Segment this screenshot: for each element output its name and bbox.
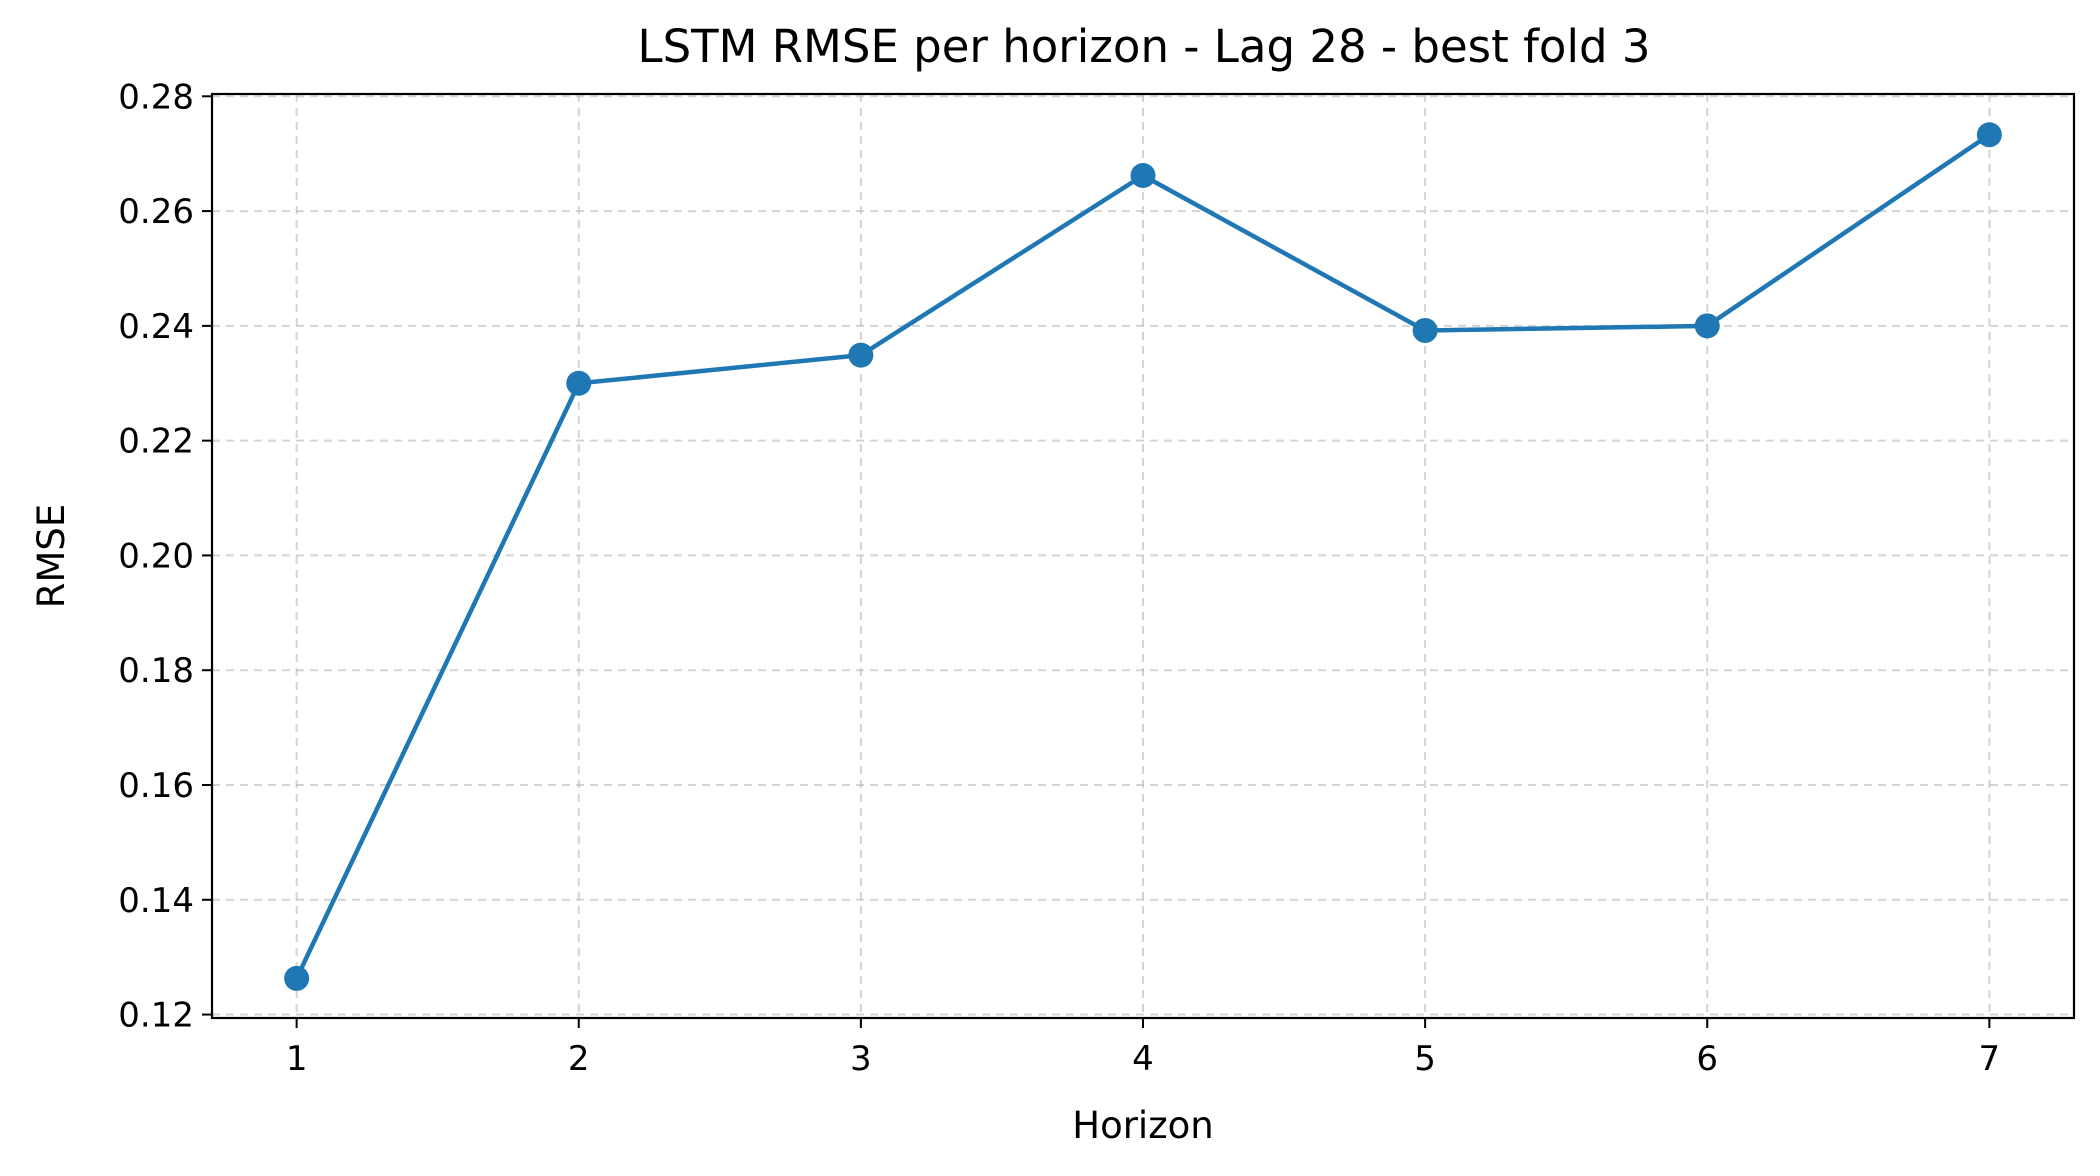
y-tick-label: 0.22 xyxy=(118,422,194,462)
y-tick-label: 0.28 xyxy=(118,77,194,117)
x-axis-label: Horizon xyxy=(1072,1104,1213,1147)
x-tick-label: 4 xyxy=(1132,1039,1154,1079)
x-tick-label: 7 xyxy=(1979,1039,2001,1079)
chart-title: LSTM RMSE per horizon - Lag 28 - best fo… xyxy=(638,20,1651,73)
y-tick-label: 0.24 xyxy=(118,307,194,347)
axis-ticks: 1 2 3 4 5 6 7 0.12 0.14 0.16 0.18 0.20 0.22 0.24 0.26 0… xyxy=(118,77,2000,1079)
x-tick-label: 6 xyxy=(1696,1039,1718,1079)
y-tick-label: 0.20 xyxy=(118,536,194,576)
y-tick-label: 0.14 xyxy=(118,881,194,921)
grid xyxy=(212,94,2074,1018)
data-point xyxy=(566,370,592,396)
y-tick-label: 0.18 xyxy=(118,651,194,691)
x-tick-label: 1 xyxy=(286,1039,308,1079)
data-point xyxy=(1130,162,1156,188)
data-point xyxy=(1694,313,1720,339)
data-point xyxy=(848,342,874,368)
x-tick-label: 3 xyxy=(850,1039,872,1079)
data-point xyxy=(1976,122,2002,148)
y-axis-label: RMSE xyxy=(30,504,73,609)
y-tick-label: 0.26 xyxy=(118,192,194,232)
x-tick-label: 5 xyxy=(1414,1039,1436,1079)
data-point xyxy=(284,965,310,991)
y-tick-label: 0.16 xyxy=(118,766,194,806)
series-layer xyxy=(284,122,2002,991)
x-tick-label: 2 xyxy=(568,1039,590,1079)
data-point xyxy=(1412,317,1438,343)
y-tick-label: 0.12 xyxy=(118,996,194,1036)
